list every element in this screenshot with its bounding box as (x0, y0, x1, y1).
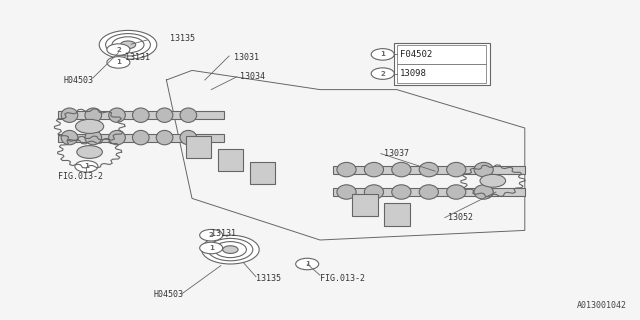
Bar (333, 188, 525, 196)
Circle shape (112, 37, 144, 53)
Circle shape (76, 119, 104, 133)
Text: 13131: 13131 (125, 53, 150, 62)
Text: 1: 1 (305, 261, 310, 267)
Text: FIG.013-2: FIG.013-2 (320, 274, 365, 283)
Bar (384, 203, 410, 226)
Text: 1: 1 (209, 245, 214, 251)
Text: FIG.013-2: FIG.013-2 (58, 172, 102, 180)
Ellipse shape (132, 131, 149, 145)
Text: 13098: 13098 (400, 69, 427, 78)
Text: 13031: 13031 (234, 53, 259, 62)
Text: 2: 2 (209, 232, 214, 238)
Circle shape (480, 174, 506, 187)
Ellipse shape (180, 131, 196, 145)
Circle shape (371, 68, 394, 79)
Bar (58, 134, 224, 141)
Text: 2: 2 (116, 47, 121, 52)
Text: 1: 1 (84, 164, 89, 169)
Text: 13135: 13135 (170, 34, 195, 43)
Ellipse shape (419, 185, 438, 199)
Text: 1: 1 (116, 60, 121, 65)
Text: 13131: 13131 (211, 229, 236, 238)
Circle shape (223, 246, 238, 253)
Ellipse shape (156, 108, 173, 123)
Ellipse shape (61, 131, 78, 145)
Text: 13034: 13034 (240, 72, 265, 81)
Text: F04502: F04502 (400, 50, 432, 59)
FancyBboxPatch shape (394, 43, 490, 85)
Circle shape (200, 242, 223, 254)
Ellipse shape (180, 108, 196, 123)
Ellipse shape (109, 108, 125, 123)
Text: H04503: H04503 (154, 290, 184, 299)
Ellipse shape (61, 108, 78, 123)
Bar (333, 166, 525, 174)
Ellipse shape (447, 163, 466, 177)
Ellipse shape (364, 163, 383, 177)
Bar (397, 64, 486, 83)
Text: 13135: 13135 (256, 274, 281, 283)
Bar (218, 149, 243, 171)
Ellipse shape (156, 131, 173, 145)
Bar (58, 111, 224, 119)
Text: 13037: 13037 (384, 149, 409, 158)
Text: A013001042: A013001042 (577, 301, 627, 310)
Ellipse shape (132, 108, 149, 123)
Bar (250, 162, 275, 184)
Circle shape (296, 258, 319, 270)
Text: 2: 2 (380, 71, 385, 76)
Ellipse shape (474, 185, 493, 199)
Ellipse shape (337, 185, 356, 199)
Bar (397, 45, 486, 64)
Text: 13052: 13052 (448, 213, 473, 222)
Circle shape (202, 235, 259, 264)
Circle shape (107, 44, 130, 55)
Ellipse shape (392, 163, 411, 177)
Ellipse shape (364, 185, 383, 199)
Bar (186, 136, 211, 158)
Text: 1: 1 (380, 52, 385, 57)
Circle shape (371, 49, 394, 60)
Circle shape (75, 161, 98, 172)
Circle shape (208, 238, 253, 261)
Circle shape (77, 146, 102, 158)
Ellipse shape (85, 131, 102, 145)
Ellipse shape (447, 185, 466, 199)
Ellipse shape (85, 108, 102, 123)
Ellipse shape (392, 185, 411, 199)
Text: H04503: H04503 (64, 76, 94, 84)
Circle shape (99, 30, 157, 59)
Circle shape (200, 229, 223, 241)
Circle shape (120, 41, 136, 49)
Ellipse shape (337, 163, 356, 177)
Circle shape (107, 57, 130, 68)
Ellipse shape (109, 131, 125, 145)
Circle shape (214, 242, 246, 258)
Ellipse shape (474, 163, 493, 177)
Bar (352, 194, 378, 216)
Ellipse shape (419, 163, 438, 177)
Circle shape (106, 34, 150, 56)
